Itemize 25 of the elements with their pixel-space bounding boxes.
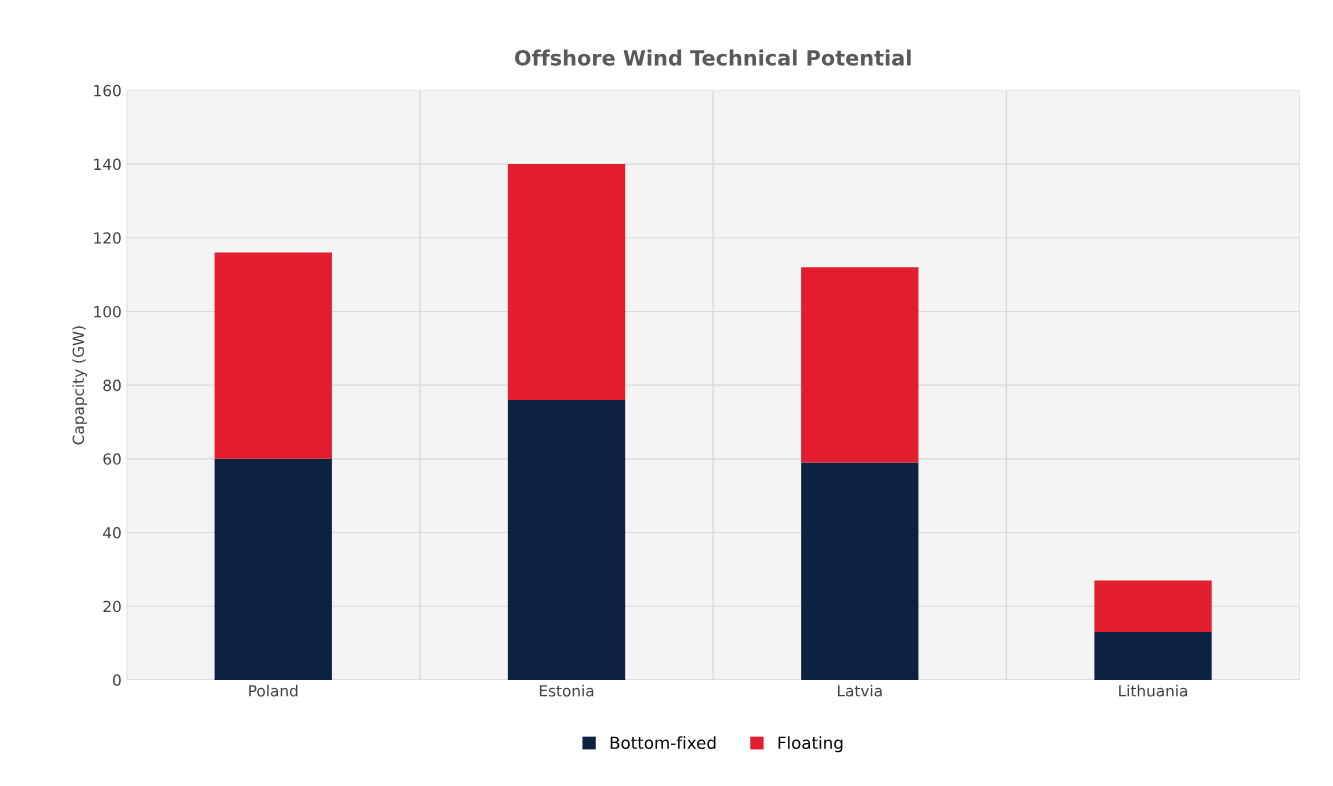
x-tick-label: Estonia	[539, 684, 594, 697]
y-tick-label: 40	[103, 526, 121, 539]
legend-label: Bottom-fixed	[610, 736, 716, 750]
x-tick-label: Lithuania	[1119, 684, 1188, 697]
bar	[507, 399, 626, 680]
bar	[507, 164, 626, 400]
bar	[801, 462, 919, 680]
bar	[1094, 580, 1212, 632]
bar	[801, 267, 919, 463]
y-tick-label: 20	[103, 600, 121, 613]
y-axis-title: Capapcity (GW)	[72, 326, 88, 445]
x-tick-label: Poland	[249, 684, 298, 697]
y-tick-label: 80	[103, 379, 121, 392]
y-tick-label: 0	[113, 674, 121, 686]
y-tick-label: 60	[103, 453, 121, 465]
y-tick-label: 160	[94, 84, 121, 97]
y-tick-label: 140	[94, 158, 121, 171]
bar	[214, 252, 332, 459]
y-tick-label: 100	[94, 305, 121, 318]
chart-title: Offshore Wind Technical Potential	[514, 49, 911, 66]
x-tick-label: Latvia	[838, 684, 882, 697]
legend-label: Floating	[778, 736, 843, 753]
bar	[1094, 631, 1212, 680]
bar	[214, 458, 332, 680]
y-tick-label: 120	[94, 232, 121, 244]
